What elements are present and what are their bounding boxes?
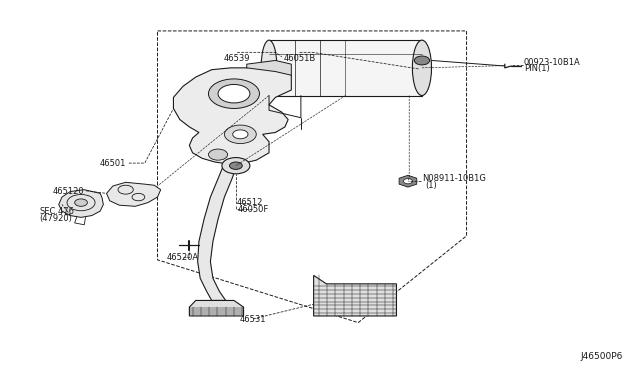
Text: PIN(1): PIN(1) [524,64,550,73]
Circle shape [230,162,243,169]
Circle shape [75,199,88,206]
Circle shape [209,149,228,160]
Text: SEC.476: SEC.476 [40,207,75,217]
Text: 46051B: 46051B [284,54,316,63]
Circle shape [225,125,256,144]
Circle shape [218,84,250,103]
Circle shape [403,179,412,184]
Circle shape [414,56,429,65]
Polygon shape [173,64,291,164]
Text: (47920): (47920) [40,214,72,223]
Text: (1): (1) [425,181,437,190]
Ellipse shape [261,40,277,96]
Circle shape [222,158,250,174]
Polygon shape [189,301,244,316]
Text: N08911-10B1G: N08911-10B1G [422,174,486,183]
Text: 46531: 46531 [240,315,266,324]
Text: 00923-10B1A: 00923-10B1A [524,58,580,67]
Polygon shape [314,275,396,316]
Text: 46520A: 46520A [167,253,199,263]
Text: 46512: 46512 [237,198,263,207]
Text: 465120: 465120 [52,187,84,196]
Polygon shape [106,182,161,206]
Polygon shape [246,61,291,75]
Polygon shape [269,40,422,96]
Circle shape [209,79,259,109]
Ellipse shape [412,40,431,96]
Polygon shape [399,175,417,187]
Circle shape [233,130,248,139]
Text: 46539: 46539 [224,54,250,63]
Text: 46050F: 46050F [237,205,269,214]
Polygon shape [59,190,103,217]
Text: 46501: 46501 [99,159,125,169]
Text: J46500P6: J46500P6 [580,352,623,361]
Polygon shape [198,163,237,301]
